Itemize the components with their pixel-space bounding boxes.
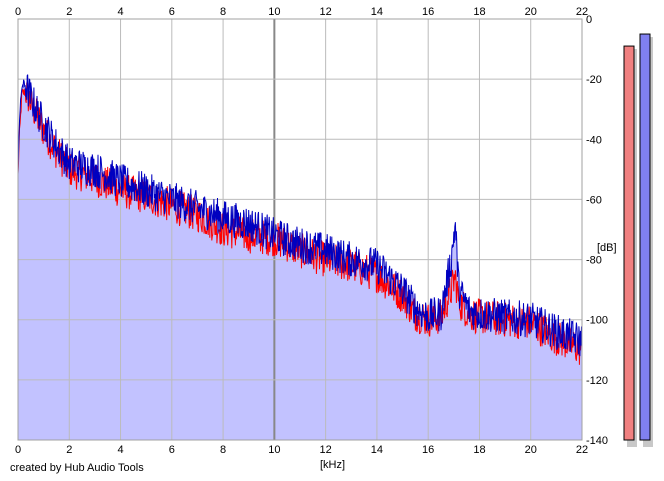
level-meters [623, 33, 653, 448]
y-tick--40: -40 [586, 134, 602, 146]
spectrum-fill-area [18, 74, 582, 440]
x-tick-top-16: 16 [422, 6, 434, 18]
y-axis-label: [dB] [597, 242, 617, 254]
spectrum-line-blue [17, 74, 583, 357]
x-tick-top-18: 18 [473, 6, 485, 18]
x-tick-top-12: 12 [320, 6, 332, 18]
spectrum-lines [17, 74, 583, 365]
x-tick-bottom-18: 18 [473, 444, 485, 456]
x-tick-bottom-2: 2 [66, 444, 72, 456]
y-tick--80: -80 [586, 255, 602, 267]
x-tick-bottom-22: 22 [576, 444, 588, 456]
x-tick-bottom-6: 6 [169, 444, 175, 456]
x-tick-top-2: 2 [66, 6, 72, 18]
x-tick-top-4: 4 [117, 6, 123, 18]
plot-frame [17, 18, 583, 441]
x-tick-bottom-12: 12 [320, 444, 332, 456]
x-tick-top-10: 10 [268, 6, 280, 18]
spectrum-fill [18, 74, 582, 440]
y-tick--100: -100 [586, 315, 608, 327]
x-axis-label: [kHz] [320, 459, 345, 471]
x-tick-top-8: 8 [220, 6, 226, 18]
level-meter-left [623, 45, 635, 441]
x-tick-bottom-20: 20 [525, 444, 537, 456]
y-tick-0: 0 [586, 14, 592, 26]
x-tick-top-14: 14 [371, 6, 383, 18]
x-tick-bottom-4: 4 [117, 444, 123, 456]
level-meter-right [639, 33, 651, 441]
x-tick-bottom-14: 14 [371, 444, 383, 456]
y-tick--60: -60 [586, 194, 602, 206]
x-tick-bottom-8: 8 [220, 444, 226, 456]
axis-tick-labels: 002244668810101212141416161818202022220-… [15, 6, 608, 456]
y-tick--140: -140 [586, 435, 608, 447]
x-tick-top-20: 20 [525, 6, 537, 18]
x-tick-top-0: 0 [15, 6, 21, 18]
y-tick--20: -20 [586, 74, 602, 86]
x-tick-bottom-0: 0 [15, 444, 21, 456]
x-tick-top-6: 6 [169, 6, 175, 18]
credit-text: created by Hub Audio Tools [10, 462, 144, 474]
x-tick-bottom-16: 16 [422, 444, 434, 456]
x-tick-bottom-10: 10 [268, 444, 280, 456]
y-tick--120: -120 [586, 375, 608, 387]
x-tick-top-22: 22 [576, 6, 588, 18]
